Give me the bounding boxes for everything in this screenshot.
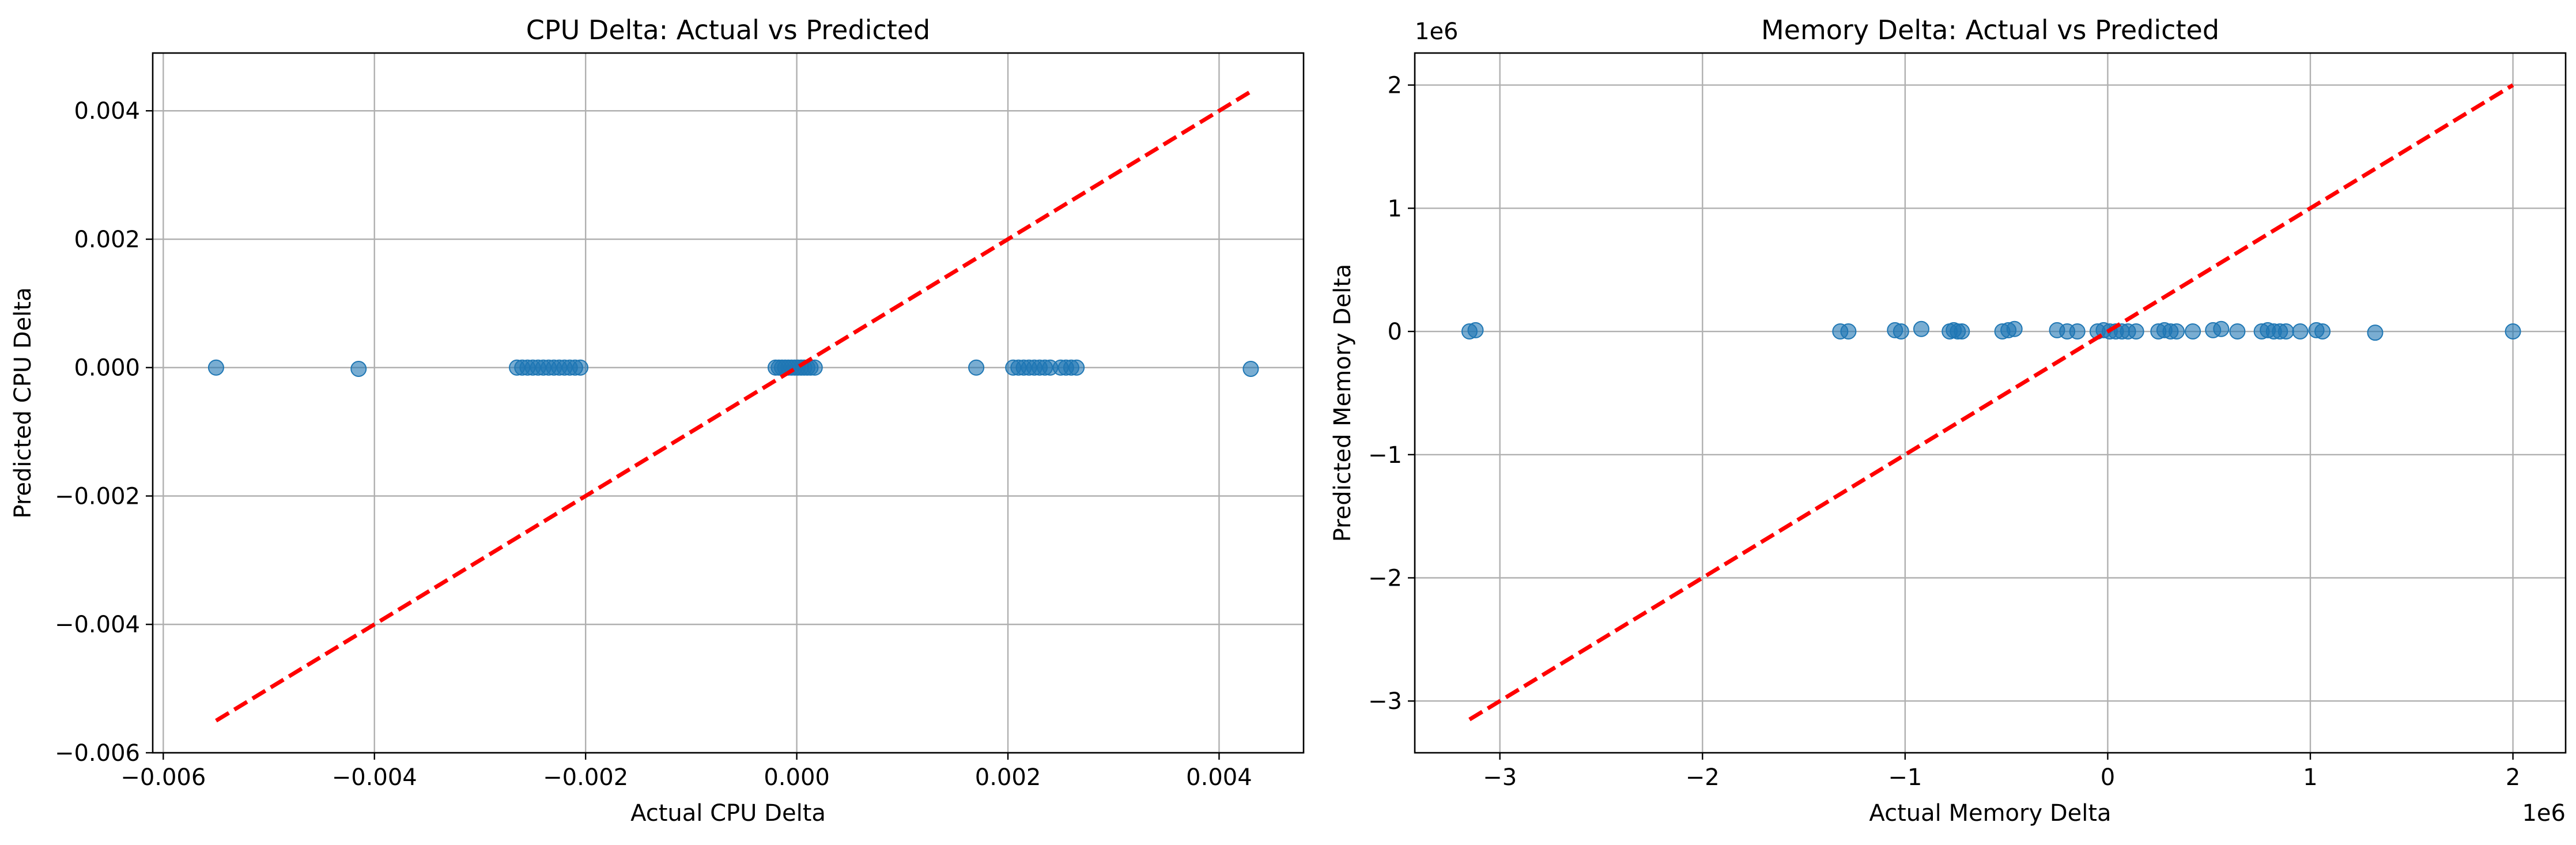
y-tick-label: 0.004 <box>74 98 140 125</box>
data-point <box>207 359 224 376</box>
data-point <box>806 359 823 376</box>
x-tick-label: −0.002 <box>543 764 628 791</box>
data-point <box>572 359 589 376</box>
memory-chart: −3 −2 −1 0 1 2 −3 −2 −1 0 1 2 Memory Delta: Actual v… <box>1329 14 2567 827</box>
x-offset-label: 1e6 <box>2522 800 2566 827</box>
data-point <box>2069 323 2086 340</box>
x-tick-label: 2 <box>2506 764 2520 791</box>
data-point <box>1840 323 1857 340</box>
data-point <box>2229 323 2246 340</box>
x-tick-label: −3 <box>1483 764 1517 791</box>
axes-frame <box>152 52 1305 754</box>
data-point <box>2213 320 2230 337</box>
chart-title: Memory Delta: Actual vs Predicted <box>1761 14 2219 46</box>
data-point <box>2006 320 2023 337</box>
data-point <box>2128 323 2144 340</box>
data-point <box>2185 323 2201 340</box>
x-tick-label: 0 <box>2101 764 2115 791</box>
data-point <box>2367 325 2384 341</box>
data-point <box>1467 322 1484 338</box>
y-tick-label: 1 <box>1388 195 1402 222</box>
data-point <box>2168 323 2185 340</box>
cpu-chart: −0.006 −0.004 −0.002 0.000 0.002 0.004 −0.006 −… <box>10 14 1305 827</box>
x-axis-label: Actual CPU Delta <box>630 800 826 827</box>
x-tick-label: −1 <box>1888 764 1922 791</box>
x-tick-label: −0.004 <box>332 764 417 791</box>
x-tick-label: 0.000 <box>764 764 830 791</box>
chart-title: CPU Delta: Actual vs Predicted <box>526 14 930 46</box>
x-tick-label: 0.002 <box>975 764 1041 791</box>
y-tick-label: −1 <box>1368 442 1402 469</box>
reference-line <box>215 89 1252 723</box>
y-tick-label: −3 <box>1368 688 1402 715</box>
data-point <box>2277 323 2294 340</box>
data-point <box>1913 320 1929 337</box>
x-axis-label: Actual Memory Delta <box>1869 800 2111 827</box>
y-tick-label: 0.002 <box>74 227 140 253</box>
y-tick-label: −0.004 <box>55 612 140 638</box>
y-tick-label: 0 <box>1388 319 1402 345</box>
y-tick-label: 2 <box>1388 73 1402 99</box>
data-point <box>1954 323 1970 340</box>
data-point <box>968 359 985 376</box>
data-point <box>2292 323 2309 340</box>
y-tick-label: −0.002 <box>55 483 140 510</box>
data-point <box>1242 360 1259 377</box>
y-axis-label: Predicted Memory Delta <box>1329 264 1356 542</box>
data-point <box>2505 323 2521 340</box>
y-tick-label: 0.000 <box>74 355 140 382</box>
axes-frame <box>1414 52 2567 754</box>
reference-line <box>1468 83 2514 722</box>
data-point <box>2314 323 2331 340</box>
y-axis-label: Predicted CPU Delta <box>10 287 36 518</box>
data-point <box>1893 323 1909 340</box>
y-tick-label: −2 <box>1368 565 1402 592</box>
y-offset-label: 1e6 <box>1415 18 1459 45</box>
x-tick-label: 1 <box>2303 764 2317 791</box>
y-tick-label: −0.006 <box>55 740 140 767</box>
x-tick-label: −2 <box>1686 764 1720 791</box>
x-tick-label: 0.004 <box>1186 764 1252 791</box>
data-point <box>350 360 367 377</box>
data-point <box>1068 359 1085 376</box>
x-tick-label: −0.006 <box>120 764 206 791</box>
